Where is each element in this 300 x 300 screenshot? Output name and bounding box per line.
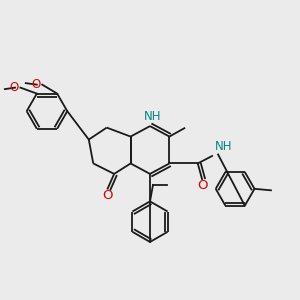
Text: O: O [31, 78, 40, 91]
Text: NH: NH [214, 140, 232, 153]
Text: O: O [102, 190, 112, 202]
Text: O: O [9, 81, 19, 94]
Text: NH: NH [144, 110, 162, 123]
Text: O: O [197, 179, 208, 192]
